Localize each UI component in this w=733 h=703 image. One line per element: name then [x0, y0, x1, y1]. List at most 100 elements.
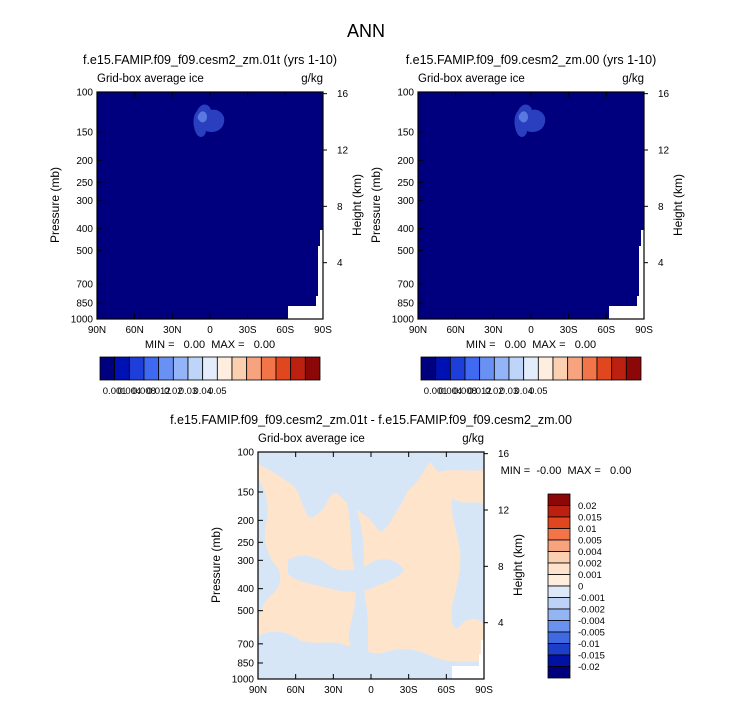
colorbar-box	[547, 551, 571, 564]
y-axis-label: Pressure (mb)	[209, 527, 223, 603]
colorbar-box	[547, 574, 571, 587]
y-tick-label: 500	[76, 246, 93, 257]
colorbar-box	[143, 356, 160, 381]
height-tick-label: 12	[658, 145, 670, 156]
x-tick-label: 30N	[484, 325, 502, 336]
colorbar-label: -0.002	[578, 605, 605, 616]
colorbar-box	[547, 528, 571, 541]
x-tick-label: 90N	[88, 325, 106, 336]
height-tick-label: 8	[337, 202, 343, 213]
y-tick-label: 100	[397, 88, 414, 99]
colorbar-box	[99, 356, 116, 381]
colorbar-label: 0.01	[578, 524, 597, 535]
y-tick-label: 250	[76, 178, 93, 189]
colorbar-box	[547, 666, 571, 679]
y-tick-label: 250	[237, 538, 254, 549]
colorbar-label: 0.004	[578, 547, 602, 558]
missing-data-region	[288, 230, 323, 319]
colorbar-label: -0.001	[578, 593, 605, 604]
missing-data-region	[609, 230, 644, 319]
colorbar-box	[290, 356, 306, 381]
contour-field	[418, 92, 644, 319]
figure-title: ANN	[347, 21, 385, 41]
x-tick-label: 30N	[163, 325, 181, 336]
height-tick-label: 4	[658, 258, 664, 269]
colorbar-label: 0	[578, 582, 583, 593]
colorbar-box	[547, 654, 571, 667]
minmax-label: MIN = 0.00 MAX = 0.00	[466, 339, 596, 351]
x-tick-label: 60S	[597, 325, 615, 336]
axis-ticks: 90N 60N 30N 0 30S 60S 90S 100 150 200 250 300 400 500…	[71, 88, 349, 337]
colorbar-box	[547, 608, 571, 621]
colorbar-box	[567, 356, 583, 381]
colorbar-box	[547, 585, 571, 598]
y-tick-label: 250	[397, 178, 414, 189]
colorbar-label: 0.02	[164, 386, 183, 397]
colorbar-box	[625, 356, 642, 381]
x-tick-label: 0	[368, 685, 374, 696]
colorbar-box	[202, 356, 218, 381]
y-tick-label: 850	[397, 298, 414, 309]
colorbar-box	[508, 356, 525, 381]
minmax-label: MIN = 0.00 MAX = 0.00	[145, 339, 275, 351]
height-tick-label: 12	[337, 145, 349, 156]
y-tick-label: 1000	[71, 315, 94, 326]
colorbar-box	[547, 597, 571, 610]
panel-top-right: f.e15.FAMIP.f09_f09.cesm2_zm.00 (yrs 1-1…	[369, 53, 685, 351]
colorbar-box	[172, 356, 189, 381]
colorbar-box	[537, 356, 554, 381]
colorbar-difference: 0.020.0150.010.0050.0040.0020.0010-0.001…	[547, 493, 605, 679]
colorbar-label: -0.01	[578, 639, 600, 650]
y-tick-label: 700	[237, 639, 254, 650]
colorbar-box	[493, 356, 510, 381]
y-tick-label: 150	[76, 127, 93, 138]
x-tick-label: 60S	[276, 325, 294, 336]
colorbar-label: 0.04	[193, 386, 212, 397]
missing-data-region	[452, 640, 484, 679]
colorbar-box	[552, 356, 569, 381]
colorbar-label: 0.001	[103, 386, 127, 397]
colorbar-box	[547, 643, 571, 656]
colorbar-label: -0.02	[578, 662, 600, 673]
colorbar-label: 0.004	[117, 386, 141, 397]
colorbar-box	[449, 356, 466, 381]
x-tick-label: 60S	[437, 685, 455, 696]
y-axis-label-right: Height (km)	[671, 174, 685, 236]
panel-top-left: f.e15.FAMIP.f09_f09.cesm2_zm.01t (yrs 1-…	[48, 53, 364, 351]
negative-region-column	[346, 500, 370, 666]
y-tick-label: 200	[397, 156, 414, 167]
colorbar-box	[187, 356, 204, 381]
x-tick-label: 30S	[400, 685, 418, 696]
colorbar-label: 0.012	[468, 386, 492, 397]
x-tick-label: 0	[528, 325, 534, 336]
negative-region-upper	[258, 452, 484, 532]
colorbar-box	[547, 562, 571, 575]
negative-region-right	[451, 498, 484, 629]
negative-region-lower	[258, 631, 484, 679]
colorbar-box	[547, 505, 571, 518]
y-tick-label: 700	[76, 279, 93, 290]
colorbar-box	[158, 356, 174, 381]
negative-region-left	[258, 478, 281, 620]
colorbar-label: 0.001	[578, 570, 602, 581]
y-tick-label: 500	[237, 606, 254, 617]
colorbar-box	[547, 631, 571, 644]
x-tick-label: 90N	[409, 325, 427, 336]
contour-field	[258, 452, 484, 679]
colorbar-box	[611, 356, 627, 381]
ice-maximum-core	[518, 111, 528, 123]
right-string: g/kg	[462, 433, 484, 445]
y-axis-label-right: Height (km)	[511, 534, 525, 596]
colorbar-label: 0.05	[208, 386, 227, 397]
colorbar-box	[260, 356, 277, 381]
colorbar-box	[581, 356, 598, 381]
panel-title: f.e15.FAMIP.f09_f09.cesm2_zm.01t - f.e15…	[170, 413, 572, 427]
colorbar-label: 0.008	[132, 386, 156, 397]
colorbar-label: -0.015	[578, 651, 605, 662]
y-axis-label: Pressure (mb)	[369, 167, 383, 243]
colorbar-label: -0.004	[578, 616, 605, 627]
height-tick-label: 8	[658, 202, 664, 213]
x-tick-label: 0	[207, 325, 213, 336]
y-tick-label: 100	[237, 448, 254, 459]
